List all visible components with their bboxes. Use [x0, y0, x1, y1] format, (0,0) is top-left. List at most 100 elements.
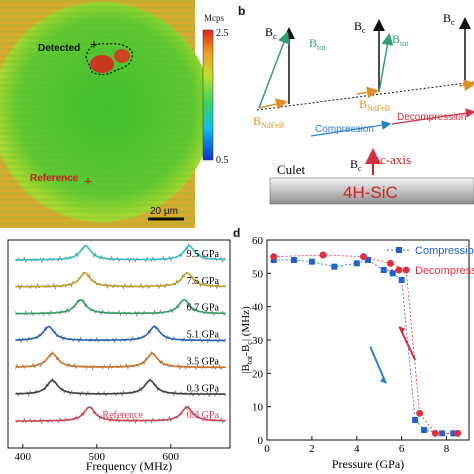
spectrum-fit-0 — [15, 245, 226, 261]
series-label-4: 3.5 GPa — [187, 356, 220, 367]
x-tick-label: 500 — [89, 451, 106, 463]
crystal-label: 4H-SiC — [343, 183, 398, 202]
bndfeb-arrow-3 — [458, 79, 474, 92]
spectra-x-label: Frequency (MHz) — [86, 459, 172, 473]
compression-point — [450, 430, 457, 437]
spectrum-fit-3 — [15, 325, 226, 342]
colorbar — [202, 29, 214, 161]
compression-point — [308, 258, 315, 265]
colorbar-min: 0.5 — [216, 155, 229, 166]
legend-marker-compression — [396, 247, 402, 253]
reference-label: Reference — [30, 173, 79, 184]
compression-label: Compression — [315, 124, 374, 135]
y-tick-label: 50 — [252, 268, 264, 280]
decompression-arrowhead — [399, 326, 406, 334]
series-label-5: 0.3 GPa — [187, 383, 220, 394]
bndfeb-arrow-2 — [356, 86, 379, 99]
y-tick-label: 10 — [252, 402, 264, 414]
compression-line — [273, 259, 454, 434]
panel-d-pressure: 0 10 20 30 40 50 60 0 2 4 6 8 Pressure (GPa) |Btot-Bc… — [237, 232, 474, 474]
compression-point — [353, 260, 360, 267]
series-label-0: 9.5 GPa — [187, 249, 220, 260]
legend-marker-decompression — [395, 266, 403, 274]
spectrum-fit-6 — [15, 406, 226, 422]
bc-label-3: Bc — [443, 11, 455, 27]
y-tick-label: 0 — [258, 435, 264, 447]
detected-outline — [85, 43, 133, 76]
bc-label-caxis: Bc — [350, 157, 362, 173]
culet-label: Culet — [277, 162, 306, 177]
compression-point — [389, 270, 396, 277]
x-tick-label: 600 — [163, 451, 180, 463]
bndfeb-label-1: BNdFeB — [253, 114, 284, 130]
compression-arrow — [310, 120, 392, 137]
compression-point — [365, 257, 371, 263]
compression-point — [290, 257, 297, 263]
decompression-point — [402, 266, 410, 274]
legend-label-decompression: Decompression — [415, 265, 474, 277]
decompression-arrow — [391, 108, 474, 125]
y-tick-label: 20 — [252, 368, 264, 380]
btot-arrow-1 — [258, 31, 290, 109]
decompression-point — [431, 429, 439, 437]
bndfeb-arrow-1 — [258, 98, 288, 110]
decompression-point — [270, 253, 278, 261]
bc-label-1: Bc — [265, 25, 277, 41]
compression-point — [439, 430, 446, 437]
reference-cross: + — [84, 175, 92, 190]
x-tick-label: 8 — [444, 443, 450, 455]
y-tick-label: 40 — [252, 302, 264, 314]
pressure-chart: 0 10 20 30 40 50 60 0 2 4 6 8 Pressure (GPa) |Btot-Bc… — [240, 235, 474, 471]
compression-point — [331, 263, 338, 270]
legend-label-compression: Compression — [415, 245, 474, 257]
decompression-label: Decompression — [397, 112, 466, 123]
pressure-y-label: |Btot-Bc| (MHz) — [240, 306, 254, 374]
series-label-2: 6.7 GPa — [187, 303, 220, 314]
x-tick-label: 0 — [264, 443, 270, 455]
btot-label-1: Btot — [309, 36, 326, 52]
decompression-point — [319, 251, 327, 259]
scale-bar-label: 20 μm — [150, 206, 178, 217]
x-tick-label: 6 — [399, 443, 405, 455]
panel-label-d: d — [233, 226, 241, 240]
detected-hotspot — [90, 55, 114, 73]
x-tick-label: 4 — [354, 443, 360, 455]
series-label-1: 7.5 GPa — [187, 276, 220, 287]
spectrum-fit-5 — [15, 379, 226, 395]
compression-point — [380, 267, 387, 273]
spectrum-fit-4 — [15, 352, 226, 369]
culet-block — [269, 177, 474, 205]
panel-label-b: b — [238, 4, 246, 18]
btot-arrow-2 — [378, 33, 394, 93]
btot-label-2: Btot — [392, 32, 409, 48]
x-tick-label: 400 — [15, 451, 32, 463]
decompression-line — [273, 254, 458, 434]
spectra-frame — [7, 239, 231, 449]
compression-arrowhead — [379, 376, 386, 384]
compression-point — [412, 417, 419, 423]
pressure-x-label: Pressure (GPa) — [332, 457, 404, 471]
vector-svg: Bc Btot BNdFeB Bc Btot BNdFeB Bc Compres… — [253, 11, 474, 205]
decompression-point — [454, 429, 462, 437]
compression-point — [398, 277, 405, 283]
reference-series-label: Reference — [102, 410, 143, 421]
compression-point — [421, 427, 428, 433]
baseline-dotted — [256, 81, 474, 111]
x-tick-label: 2 — [309, 443, 315, 455]
spectrum-fit-2 — [15, 298, 226, 315]
spectrum-fit-1 — [15, 271, 226, 288]
decompression-point — [360, 253, 368, 261]
colorbar-unit: Mcps — [204, 13, 224, 23]
y-tick-label: 30 — [252, 335, 264, 347]
bc-label-2: Bc — [354, 19, 366, 35]
decompression-point — [386, 259, 394, 267]
caxis-label: c-axis — [380, 152, 411, 167]
map-svg: + Detected + Reference 20 μm Mcps 2.5 0.… — [0, 0, 229, 228]
decompression-point — [416, 409, 424, 417]
y-tick-label: 60 — [252, 235, 264, 247]
panel-b-vectors: Bc Btot BNdFeB Bc Btot BNdFeB Bc Compres… — [237, 0, 474, 232]
bndfeb-label-2: BNdFeB — [359, 97, 390, 113]
detected-cross: + — [90, 38, 98, 53]
panel-c-spectra: 400 500 600 Frequency (MHz) 9.5 GPa 7.5 GPa 6… — [0, 232, 237, 474]
